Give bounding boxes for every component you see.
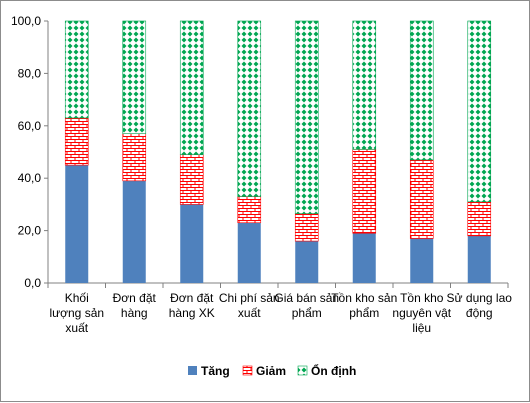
bar-segment-giảm [409,159,434,239]
category-label: hàng XK [169,306,215,320]
legend-label: Giảm [256,364,286,378]
bar-segment-ổn-định [409,20,434,161]
y-tick-label: 60,0 [18,119,42,133]
legend-swatch [242,365,253,376]
bars [64,20,492,283]
bar-segment-giảm [179,154,204,205]
bar-segment-tăng [65,165,89,283]
category-label: phẩm [292,306,322,320]
category-label: Đơn đặt [113,291,157,305]
category-label: Đơn đặt [170,291,214,305]
bar-segment-tăng [352,233,376,283]
y-tick-label: 20,0 [18,224,42,238]
category-label: nguyên vật [392,306,451,320]
bar-segment-tăng [180,204,204,283]
bar-segment-giảm [64,117,89,166]
category-label: hàng [121,306,148,320]
category-label: xuất [238,306,261,320]
legend-label: Ổn định [311,363,356,378]
category-label: động [466,306,493,320]
y-tick-label: 0,0 [24,276,41,290]
bar-segment-tăng [467,235,491,283]
bar-segment-tăng [122,180,146,283]
legend-label: Tăng [201,364,230,378]
bar-segment-giảm [352,149,377,234]
bar-segment-ổn-định [467,20,492,203]
category-label: Tồn kho sản [331,291,397,305]
bar-segment-ổn-định [352,20,377,150]
category-label: phẩm [349,306,379,320]
category-label: Tồn kho [400,291,444,305]
legend: Tăng Giảm Ổn định [188,363,356,378]
bar-segment-ổn-định [179,20,204,155]
category-label: xuất [65,321,88,335]
bar-segment-giảm [467,201,492,237]
bar-segment-tăng [295,241,319,283]
category-label: liệu [412,321,431,335]
bar-segment-ổn-định [64,20,89,119]
category-label: Giá bán sản [274,291,339,305]
y-tick-label: 100,0 [11,14,41,28]
y-tick-label: 80,0 [18,66,42,80]
bar-segment-ổn-định [237,20,262,197]
bar-segment-tăng [237,222,261,283]
category-label: Sử dụng lao [447,291,513,305]
bar-segment-giảm [237,196,262,224]
bar-segment-giảm [294,213,319,242]
category-label: lượng sản [49,306,104,320]
y-tick-label: 40,0 [18,171,42,185]
bar-segment-ổn-định [122,20,147,134]
category-label: Chi phí sản [219,291,280,305]
bar-segment-giảm [122,133,147,182]
legend-swatch [188,366,197,375]
legend-swatch [297,365,308,376]
bar-segment-tăng [410,238,434,283]
category-label: Khối [65,291,89,305]
bar-segment-ổn-định [294,20,319,214]
